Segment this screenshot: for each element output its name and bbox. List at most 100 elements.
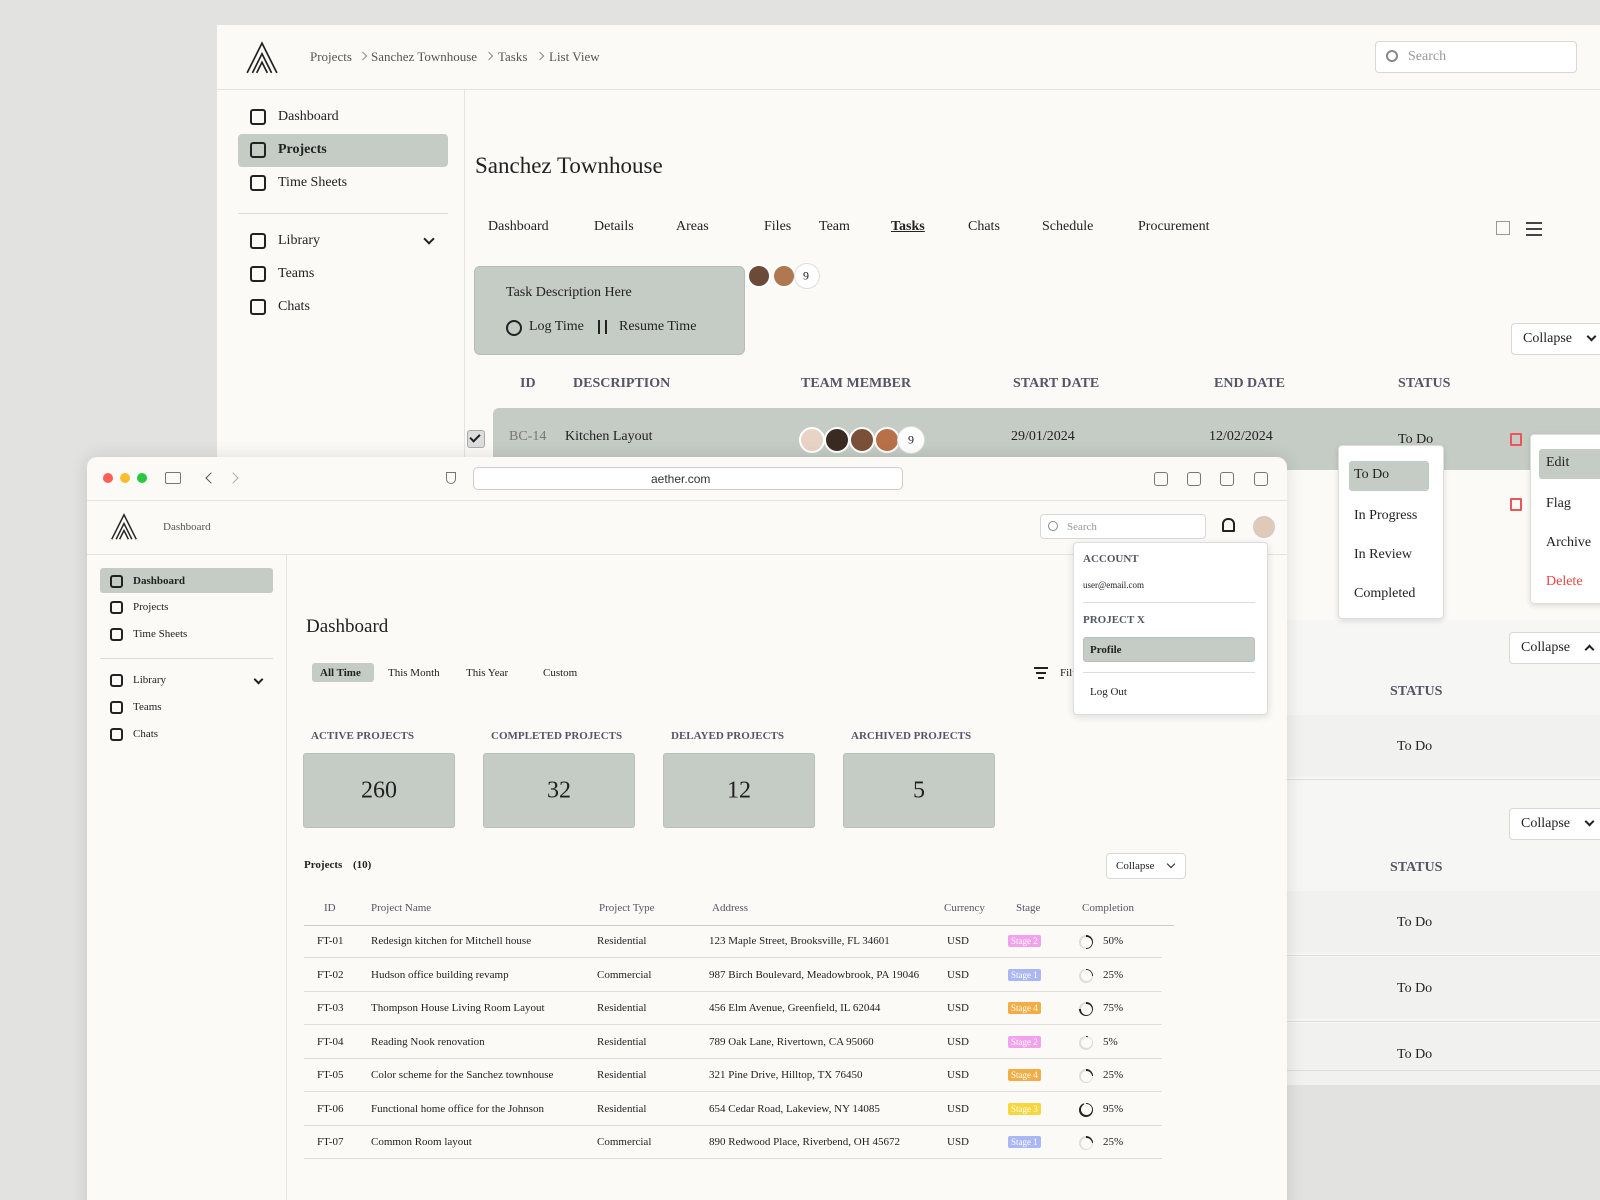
browser-button[interactable]	[1187, 472, 1201, 486]
profile-option[interactable]: Profile	[1090, 644, 1122, 656]
time-filter[interactable]: Custom	[543, 667, 578, 679]
flag-icon[interactable]	[1510, 498, 1522, 511]
account-email: user@email.com	[1083, 580, 1145, 590]
stage-badge: Stage 4	[1008, 1069, 1041, 1081]
tab[interactable]: Files	[764, 219, 792, 234]
row-checkbox[interactable]	[467, 430, 485, 448]
breadcrumb[interactable]: Tasks	[498, 49, 528, 64]
time-filter[interactable]: This Month	[388, 667, 440, 679]
collapse-button[interactable]	[1509, 808, 1600, 840]
collapse-button[interactable]	[1511, 323, 1600, 355]
search-box[interactable]	[1375, 41, 1577, 73]
row-divider	[304, 1057, 1162, 1059]
time-filter[interactable]: This Year	[466, 667, 509, 679]
time-filter[interactable]: All Time	[320, 667, 361, 679]
action-option[interactable]: Archive	[1546, 535, 1592, 550]
nav-item[interactable]: Library	[133, 674, 166, 686]
nav-item[interactable]: Dashboard	[278, 109, 339, 124]
search-box[interactable]	[1040, 514, 1206, 539]
status-option[interactable]: Completed	[1354, 586, 1416, 601]
avatar	[799, 427, 825, 453]
status-option[interactable]: In Review	[1354, 547, 1412, 562]
divider	[1083, 602, 1255, 603]
list-icon	[1526, 228, 1542, 230]
nav-item[interactable]: Projects	[133, 601, 169, 613]
project-name[interactable]: Thompson House Living Room Layout	[371, 1002, 545, 1014]
nav-icon	[250, 175, 266, 191]
status-option[interactable]: In Progress	[1354, 508, 1418, 523]
project-name[interactable]: Reading Nook renovation	[371, 1035, 485, 1048]
tab[interactable]: Tasks	[891, 219, 925, 234]
breadcrumb[interactable]: Sanchez Townhouse	[371, 49, 478, 64]
action-option[interactable]: Edit	[1546, 455, 1570, 470]
task-status: To Do	[1397, 981, 1433, 996]
bell-icon[interactable]	[1222, 518, 1235, 532]
address-bar[interactable]	[473, 467, 903, 490]
nav-item[interactable]: Library	[278, 233, 320, 248]
nav-item[interactable]: Teams	[278, 266, 315, 281]
row-divider	[304, 1158, 1162, 1159]
project-name[interactable]: Functional home office for the Johnson	[371, 1102, 545, 1115]
browser-button[interactable]	[1220, 472, 1234, 486]
nav-icon	[109, 700, 123, 714]
tab[interactable]: Areas	[676, 219, 709, 234]
logo	[245, 41, 279, 75]
completion-ring-inner	[1080, 1003, 1092, 1015]
row-divider	[304, 1091, 1162, 1092]
tab[interactable]: Dashboard	[488, 219, 549, 234]
collapse-button[interactable]	[1106, 853, 1186, 879]
nav-item[interactable]: Time Sheets	[278, 175, 348, 190]
stage-badge: Stage 2	[1008, 1035, 1041, 1048]
nav-item[interactable]: Dashboard	[133, 575, 185, 587]
completion: 5%	[1103, 1035, 1118, 1048]
avatar	[772, 264, 796, 288]
flag-icon[interactable]	[1510, 433, 1522, 446]
tab[interactable]: Schedule	[1042, 219, 1094, 234]
resume-time[interactable]: Resume Time	[619, 319, 697, 334]
view-toggle[interactable]	[1496, 221, 1510, 235]
table-cell: FT-05	[317, 1069, 344, 1081]
account-menu	[1073, 542, 1268, 715]
logout-option[interactable]: Log Out	[1090, 686, 1127, 698]
table-cell: USD	[947, 1002, 970, 1014]
task-status: To Do	[1397, 1047, 1433, 1062]
project-name[interactable]: Redesign kitchen for Mitchell house	[371, 935, 532, 947]
nav-item[interactable]: Chats	[278, 299, 310, 314]
browser-button[interactable]	[1154, 472, 1168, 486]
filter-icon	[1034, 667, 1048, 669]
nav-item[interactable]: Time Sheets	[133, 628, 188, 640]
tab[interactable]: Chats	[968, 219, 1000, 234]
nav-item[interactable]: Teams	[133, 701, 162, 713]
nav-active	[100, 568, 273, 593]
tab[interactable]: Procurement	[1138, 219, 1210, 234]
breadcrumb[interactable]: Dashboard	[163, 521, 211, 533]
action-option[interactable]: Flag	[1546, 496, 1571, 511]
status-option[interactable]: To Do	[1354, 467, 1390, 482]
action-option[interactable]: Delete	[1546, 574, 1583, 589]
table-cell: Residential	[597, 1035, 647, 1048]
nav-item[interactable]: Projects	[278, 142, 327, 157]
table-header: Stage	[1016, 902, 1041, 914]
breadcrumb[interactable]: List View	[549, 49, 600, 64]
stat-label: ARCHIVED PROJECTS	[851, 730, 972, 742]
project-name[interactable]: Color scheme for the Sanchez townhouse	[371, 1069, 554, 1081]
collapse-button[interactable]	[1509, 632, 1600, 664]
tab[interactable]: Details	[594, 219, 634, 234]
row-divider	[304, 1024, 1162, 1025]
row-divider	[304, 1124, 1162, 1126]
sidebar-toggle[interactable]	[165, 472, 181, 484]
tab[interactable]: Team	[819, 219, 850, 234]
project-name[interactable]: Common Room layout	[371, 1136, 472, 1148]
project-name[interactable]: Hudson office building revamp	[371, 968, 509, 981]
logo-mark	[246, 41, 278, 74]
table-header: Project Type	[599, 902, 655, 914]
nav-icon	[109, 627, 123, 641]
log-time[interactable]: Log Time	[529, 319, 584, 334]
browser-button[interactable]	[1254, 472, 1268, 486]
list-icon	[1526, 234, 1542, 236]
nav-item[interactable]: Chats	[133, 728, 159, 740]
collapse-label: Collapse	[1521, 816, 1570, 831]
collapse-label: Collapse	[1521, 640, 1570, 655]
breadcrumb[interactable]: Projects	[310, 49, 352, 64]
